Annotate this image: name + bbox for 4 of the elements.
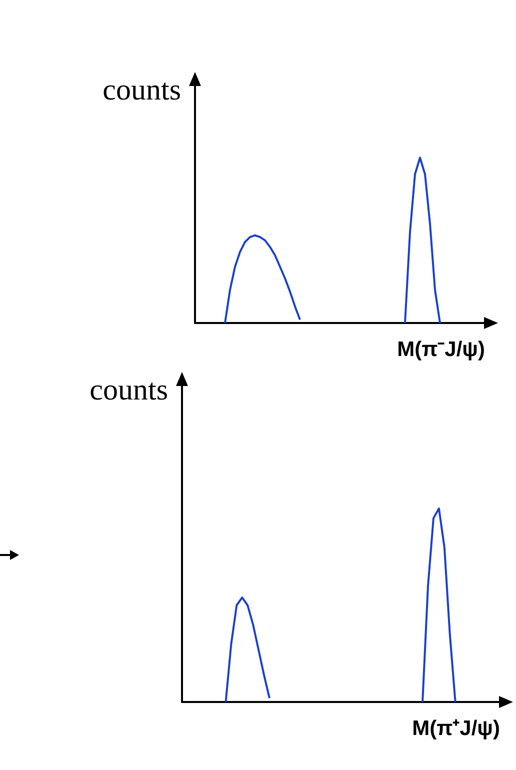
x-axis-title: M(π⁻J/ψ)	[397, 338, 485, 361]
x-axis-title: M(π⁺J/ψ)	[412, 717, 500, 740]
y-axis-title: counts	[102, 74, 181, 106]
y-axis-title: counts	[90, 374, 168, 406]
